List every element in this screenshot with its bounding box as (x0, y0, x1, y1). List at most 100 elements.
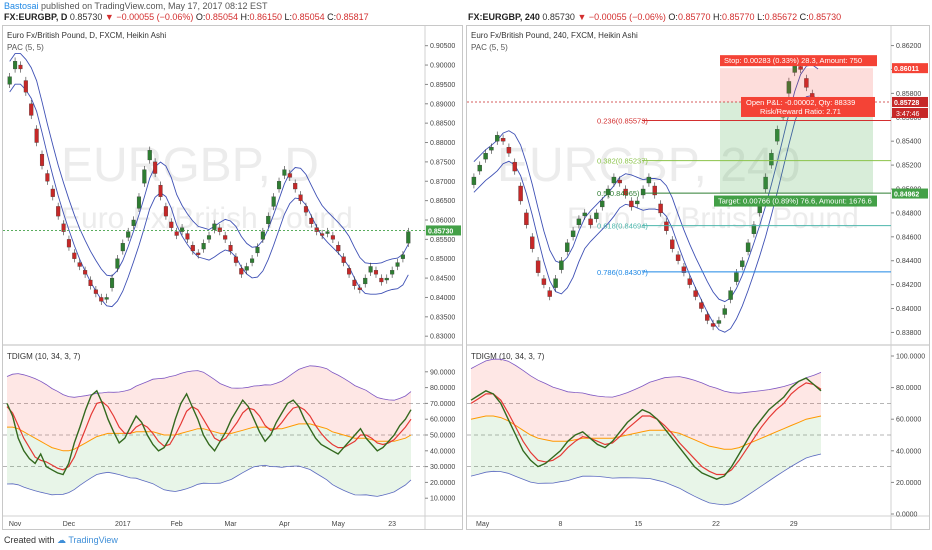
right-chart-svg: 0.862000.860000.858000.856000.854000.852… (467, 26, 929, 529)
right-close-label: C: (799, 12, 809, 22)
right-time-tick-label: 8 (558, 521, 562, 528)
left-price-tag: 0.85730 (428, 228, 453, 235)
right-candle-body (629, 200, 634, 208)
author-link[interactable]: Bastosai (4, 1, 39, 11)
right-price-tick-label: 0.84400 (896, 258, 921, 265)
left-osc-tick-label: 30.0000 (430, 464, 455, 471)
right-candle-body (652, 185, 657, 196)
right-candle-body (646, 176, 652, 184)
left-candle-body (131, 219, 136, 226)
right-osc-lower-band-fill (471, 416, 821, 505)
left-candle-body (83, 270, 88, 275)
left-candle-body (244, 266, 249, 271)
right-candle-body (763, 176, 768, 190)
right-candle-body (495, 135, 500, 142)
left-candle-body (13, 61, 18, 70)
left-osc-tick-label: 60.0000 (430, 417, 455, 424)
right-time-tag: 3:47:46 (896, 111, 919, 118)
left-candle-body (104, 297, 109, 300)
right-osc-tick-label: 0.0000 (896, 512, 918, 519)
left-candle-body (293, 183, 298, 190)
right-price-tag: 0.85728 (894, 100, 919, 107)
right-candle-body (734, 272, 739, 282)
left-low: 0.85054 (292, 12, 325, 22)
right-price-tick-label: 0.85400 (896, 139, 921, 146)
right-osc-mid-line (470, 415, 822, 450)
fib-level-label: 0.618(0.84694) (597, 222, 648, 231)
left-time-tick-label: Apr (279, 521, 291, 528)
left-candle-body (271, 196, 276, 207)
left-candle-body (7, 76, 12, 85)
left-candle-body (77, 262, 82, 267)
target-label-bg (714, 195, 877, 207)
left-candle-body (217, 227, 222, 232)
left-price-tag-bg (426, 225, 461, 236)
left-osc-lower-band-fill (7, 423, 411, 497)
right-candle-body (687, 278, 692, 285)
left-candle-body (325, 231, 330, 234)
left-candle-body (266, 215, 271, 225)
right-ohlc-bar: FX:EURGBP, 240 0.85730 ▼ −0.00055 (−0.06… (468, 11, 841, 24)
left-candle-body (373, 270, 379, 275)
left-osc-tick-label: 20.0000 (430, 480, 455, 487)
right-candle-body (740, 260, 745, 267)
right-price-tick-label: 0.85200 (896, 163, 921, 170)
fib-level-label: 0.236(0.85573) (597, 117, 648, 126)
left-open: 0.85054 (205, 12, 238, 22)
left-candle-body (158, 184, 163, 197)
left-open-label: O: (195, 12, 206, 22)
right-chart-title: Euro Fx/British Pound, 240, FXCM, Heikin… (471, 31, 638, 40)
right-candle-body (611, 176, 617, 184)
left-osc-upper-band-line (6, 365, 412, 401)
left-candle-body (255, 246, 260, 254)
left-price-tick-label: 0.89000 (430, 101, 455, 108)
left-high-label: H: (240, 12, 250, 22)
right-time-tick-label: 15 (634, 521, 642, 528)
right-osc-upper-band-fill (471, 359, 821, 450)
right-high: 0.85770 (722, 12, 755, 22)
left-price-tick-label: 0.86000 (430, 217, 455, 224)
tradingview-brand[interactable]: TradingView (68, 535, 118, 545)
right-candle-body (605, 188, 611, 196)
right-pac-lower-line (473, 95, 819, 333)
left-candle-body (190, 245, 195, 252)
left-candle-body (309, 217, 314, 225)
left-osc-tick-label: 10.0000 (430, 496, 455, 503)
right-osc-tick-label: 40.0000 (896, 448, 921, 455)
right-candle-body (664, 221, 669, 231)
right-candle-body (576, 218, 582, 226)
left-osc-upper-band-fill (7, 365, 411, 451)
left-candle-body (363, 277, 368, 285)
left-time-tick-label: 23 (388, 521, 396, 528)
right-chart-panel[interactable]: EURGBP, 240 Euro Fx/British Pound Euro F… (466, 25, 930, 530)
right-candle-body (728, 290, 733, 300)
left-time-tick-label: 2017 (115, 521, 131, 528)
left-candle-body (212, 223, 217, 230)
right-low: 0.85672 (764, 12, 798, 22)
left-price-tick-label: 0.85500 (430, 237, 455, 244)
right-candle-body (588, 218, 593, 226)
left-price-tick-label: 0.89500 (430, 82, 455, 89)
stop-label: Stop: 0.00283 (0.33%) 28.3, Amount: 750 (724, 56, 862, 65)
right-candle-body (489, 147, 494, 151)
left-candle-body (136, 196, 142, 209)
left-pac-upper-line (9, 53, 409, 277)
target-tag: 0.84962 (894, 192, 919, 199)
right-pac-upper-line (473, 64, 819, 303)
right-candle-body (670, 239, 675, 249)
right-price-tick-label: 0.85600 (896, 115, 921, 122)
right-osc-lower-band-line (470, 453, 822, 506)
right-candle-body (623, 188, 628, 196)
right-candle-body (477, 164, 482, 172)
target-zone (720, 101, 873, 194)
left-chart-panel[interactable]: EURGBP, D Euro Fx/British Pound Euro Fx/… (2, 25, 463, 530)
right-price-tick-label: 0.84800 (896, 210, 921, 217)
left-candle-body (45, 173, 50, 182)
right-osc-signal-line (470, 382, 822, 476)
left-candle-body (196, 252, 201, 255)
right-price-tag-bg (892, 96, 928, 107)
right-candle-body (693, 290, 698, 297)
right-osc-tick-label: 20.0000 (896, 480, 921, 487)
right-candle-body (798, 66, 803, 70)
left-price-tick-label: 0.84500 (430, 276, 455, 283)
